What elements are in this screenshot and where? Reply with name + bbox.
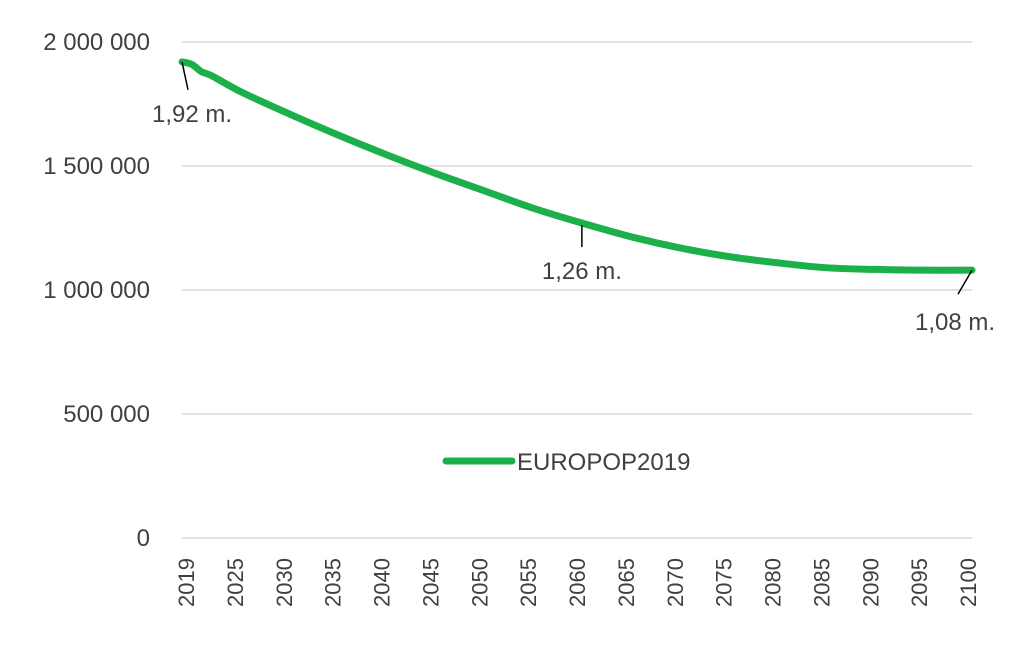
gridlines — [182, 41, 972, 539]
legend: EUROPOP2019 — [442, 449, 690, 476]
annotation-label: 1,26 m. — [542, 258, 622, 285]
y-tick-label: 2 000 000 — [43, 29, 150, 56]
y-tick-label: 1 500 000 — [43, 153, 150, 180]
x-tick-label: 2019 — [174, 558, 199, 607]
x-tick-label: 2080 — [761, 558, 786, 607]
x-tick-label: 2100 — [956, 558, 981, 607]
x-tick-label: 2095 — [907, 558, 932, 607]
x-axis-ticks: 2019 2025 2030 2035 2040 2045 2050 2055 2060 2065… — [174, 558, 981, 607]
annotation-label: 1,08 m. — [915, 309, 995, 336]
x-tick-label: 2040 — [370, 558, 395, 607]
annotation-leader — [957, 269, 973, 295]
x-tick-label: 2055 — [516, 558, 541, 607]
x-tick-label: 2090 — [858, 558, 883, 607]
x-tick-label: 2045 — [418, 558, 443, 607]
y-axis-ticks: 0 500 000 1 000 000 1 500 000 2 000 000 — [43, 29, 150, 552]
x-tick-label: 2075 — [712, 558, 737, 607]
annotation-leader — [181, 61, 189, 90]
x-tick-label: 2060 — [565, 558, 590, 607]
x-tick-label: 2030 — [272, 558, 297, 607]
y-tick-label: 0 — [137, 525, 150, 552]
data-annotations: 1,92 m. 1,26 m. 1,08 m. — [152, 61, 995, 336]
x-tick-label: 2085 — [809, 558, 834, 607]
x-tick-label: 2025 — [223, 558, 248, 607]
series-lines — [178, 58, 976, 274]
x-tick-label: 2050 — [467, 558, 492, 607]
x-tick-label: 2070 — [663, 558, 688, 607]
legend-label: EUROPOP2019 — [517, 449, 690, 476]
series-line-europop2019 — [178, 58, 976, 274]
x-tick-label: 2035 — [321, 558, 346, 607]
y-tick-label: 500 000 — [63, 401, 150, 428]
y-tick-label: 1 000 000 — [43, 277, 150, 304]
x-tick-label: 2065 — [614, 558, 639, 607]
annotation-label: 1,92 m. — [152, 101, 232, 128]
